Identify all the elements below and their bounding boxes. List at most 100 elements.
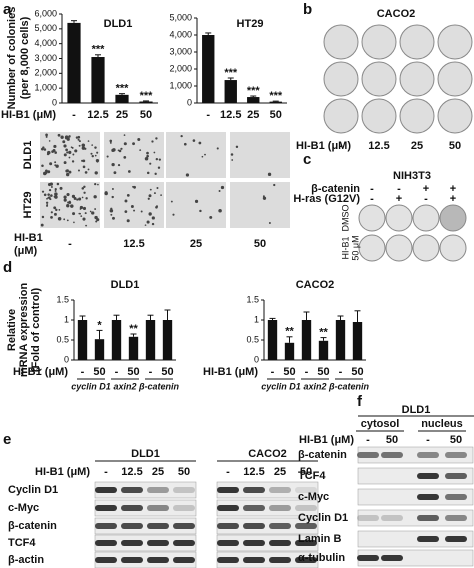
- colony: [126, 193, 130, 197]
- colony: [65, 172, 70, 177]
- colony: [65, 169, 69, 173]
- colony: [104, 191, 108, 196]
- colony: [94, 154, 97, 157]
- band: [295, 540, 317, 546]
- lane-label: 50: [450, 434, 462, 446]
- x-label: HI-B1 (μM): [1, 109, 56, 121]
- lane-label: -: [366, 434, 370, 446]
- row-label: c-Myc: [298, 491, 329, 503]
- well: [361, 61, 397, 97]
- colony: [157, 166, 161, 169]
- colony: [68, 150, 72, 155]
- bar: [67, 22, 81, 103]
- y-tick-label: 1,000: [169, 80, 192, 90]
- band: [243, 523, 265, 529]
- colony: [54, 151, 57, 154]
- colony: [47, 182, 52, 187]
- colony: [153, 192, 156, 195]
- x-tick-label: 50: [317, 366, 329, 378]
- colony: [94, 146, 97, 149]
- colony: [49, 162, 53, 166]
- colony: [77, 135, 81, 139]
- colony: [183, 142, 187, 146]
- y-tick-label: 6,000: [34, 8, 57, 18]
- lane-label: 50: [178, 466, 190, 478]
- group-label: β-catenin: [328, 381, 370, 391]
- x-tick-label: -: [115, 366, 119, 378]
- colony: [94, 215, 98, 220]
- well: [412, 204, 440, 232]
- colony: [123, 156, 127, 159]
- colony: [81, 146, 86, 150]
- colony-image: [230, 132, 290, 178]
- colony: [96, 151, 99, 154]
- x-label: HI-B1 (μM): [13, 366, 68, 378]
- significance: ***: [224, 67, 238, 79]
- row-label: α-tubulin: [298, 552, 345, 564]
- y-label: (Fold of control): [30, 288, 42, 373]
- x-tick-label: 50: [449, 140, 461, 152]
- well: [439, 204, 467, 232]
- colony: [117, 163, 121, 167]
- colony: [118, 149, 122, 153]
- colony: [111, 187, 114, 190]
- band: [243, 557, 265, 563]
- band: [147, 487, 169, 493]
- colony: [46, 203, 49, 206]
- bar: [269, 101, 282, 103]
- colony: [87, 168, 90, 171]
- colony: [47, 193, 50, 196]
- colony: [70, 146, 73, 149]
- condition-mark: +: [450, 183, 456, 195]
- colony: [75, 136, 79, 139]
- colony: [96, 160, 99, 163]
- band: [269, 540, 291, 546]
- colony: [124, 199, 128, 203]
- y-tick-label: 0: [187, 97, 192, 107]
- colony: [117, 149, 120, 152]
- y-tick-label: 2,000: [169, 63, 192, 73]
- colony: [133, 209, 136, 212]
- y-tick-label: 0: [254, 354, 259, 364]
- colony: [49, 198, 52, 201]
- colony: [66, 204, 70, 208]
- colony: [72, 153, 75, 156]
- y-tick-label: 3,000: [169, 46, 192, 56]
- chart-title: HT29: [237, 18, 264, 30]
- well: [323, 61, 359, 97]
- row-label: HI-B1: [340, 236, 350, 259]
- row-label: HT29: [22, 192, 34, 219]
- significance: ***: [140, 90, 154, 102]
- colony: [91, 211, 95, 215]
- band: [243, 505, 265, 511]
- colony: [81, 187, 85, 190]
- significance: **: [285, 326, 294, 338]
- x-tick-label: 25: [190, 238, 202, 250]
- condition-mark: -: [370, 193, 374, 205]
- colony: [139, 149, 142, 152]
- row-label: Lamin B: [298, 533, 341, 545]
- colony: [109, 139, 113, 143]
- colony: [151, 216, 155, 220]
- colony: [180, 134, 183, 138]
- colony: [170, 200, 173, 203]
- colony: [123, 142, 127, 146]
- colony: [273, 183, 276, 187]
- colony: [56, 182, 60, 186]
- colony: [47, 170, 51, 174]
- colony: [71, 194, 76, 199]
- colony: [81, 159, 84, 162]
- colony: [94, 182, 97, 186]
- colony: [53, 144, 57, 149]
- well: [412, 234, 440, 262]
- band: [445, 515, 467, 521]
- colony: [83, 185, 86, 188]
- colony: [89, 210, 92, 213]
- band: [295, 523, 317, 529]
- treatment-label: HI-B1 (μM): [35, 466, 90, 478]
- colony: [153, 151, 156, 154]
- colony: [84, 171, 88, 174]
- colony: [94, 208, 97, 210]
- colony: [77, 138, 80, 141]
- colony: [68, 156, 71, 159]
